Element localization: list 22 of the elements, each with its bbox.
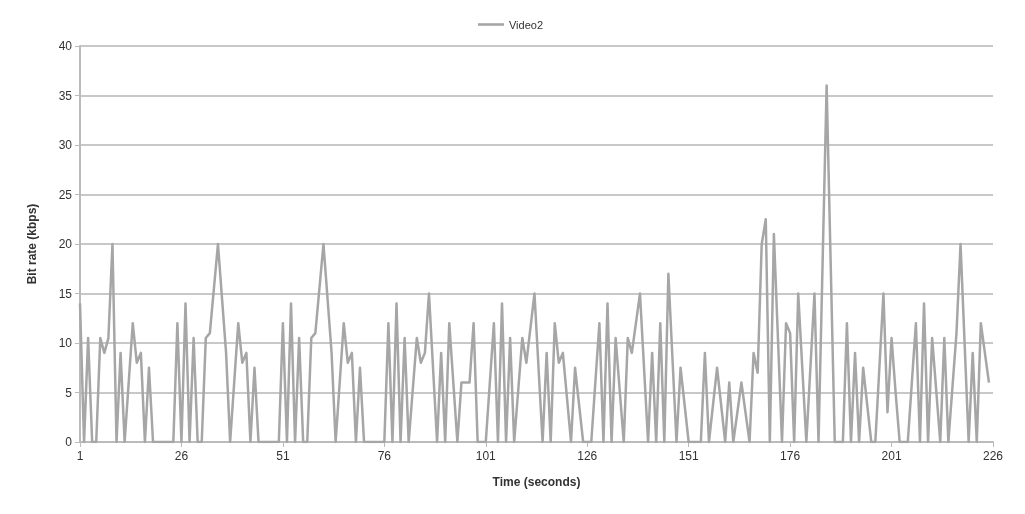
x-tick-label: 51: [276, 449, 290, 463]
y-tick-label: 35: [58, 88, 73, 103]
x-tick-label: 26: [174, 449, 189, 463]
x-tick-label: 151: [678, 449, 699, 463]
x-tick-label: 176: [780, 449, 801, 463]
y-tick-label: 15: [58, 286, 73, 301]
y-tick-label: 10: [58, 336, 73, 350]
x-tick-label: 76: [377, 449, 392, 463]
y-axis-title: Bit rate (kbps): [25, 203, 39, 285]
y-tick-label: 5: [65, 385, 73, 400]
legend-label: Video2: [508, 18, 544, 31]
x-tick-label: 1: [76, 449, 84, 463]
y-tick-label: 40: [58, 39, 73, 53]
y-tick-label: 20: [58, 237, 73, 251]
x-axis-title: Time (seconds): [492, 475, 581, 489]
y-tick-label: 25: [58, 187, 73, 202]
x-tick-label: 126: [577, 449, 598, 463]
x-tick-label: 226: [982, 449, 1004, 463]
x-tick-label: 201: [881, 449, 902, 463]
x-tick-label: 101: [475, 449, 497, 463]
y-tick-label: 0: [65, 435, 73, 449]
y-tick-label: 30: [58, 138, 73, 152]
